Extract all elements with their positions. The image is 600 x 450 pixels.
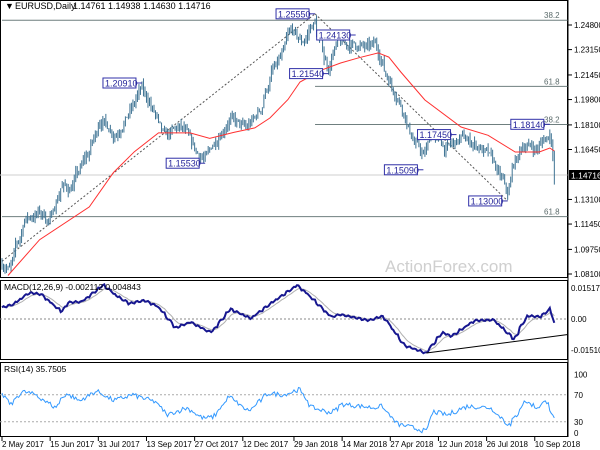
price-panel: ActionForex.com 38.2 61.8 38.2 61.8 1.25550… [0,0,568,278]
time-axis-label: 27 Oct 2017 [195,440,239,449]
rsi-axis-label: 30 [574,418,583,427]
time-axis-label: 14 Mar 2018 [342,440,387,449]
fib-level-label: 61.8 [544,208,560,217]
header-menu-icon[interactable]: ▼ [5,1,14,11]
pivot-label: 1.24130 [319,30,352,40]
price-bars [1,15,555,274]
price-axis-label: 1.18100 [574,121,600,130]
time-axis-label: 15 Jun 2017 [50,440,95,449]
rsi-line [1,386,555,434]
price-axis-label: 1.13100 [574,195,600,204]
macd-title: MACD(12,26,9) -0.002112 0.004843 [4,282,141,292]
pivot-label: 1.21540 [292,69,325,79]
macd-axis-label: 0.00 [571,315,587,324]
watermark: ActionForex.com [385,257,513,276]
macd-axis-label: -0.015109 [571,346,600,355]
pivot-label: 1.13000 [471,196,504,206]
pivot-label-box [165,157,200,169]
rsi-axis-label: 0 [574,429,579,438]
rsi-axis-label: 70 [574,391,583,400]
pivot-label: 1.15090 [386,165,419,175]
fib-level-label: 61.8 [544,77,560,86]
price-axis-label: 1.19800 [574,96,600,105]
macd-trend-line [426,333,569,354]
pivot-labels: 1.25550 1.24130 1.21540 1.20910 1.15530 1.150… [102,8,550,207]
pivot-label: 1.17450 [420,130,453,140]
pivot-label: 1.15530 [168,159,201,169]
price-axis-label: 1.11450 [574,220,600,229]
rsi-axis-label: 100 [574,371,588,380]
time-axis-label: 26 Jul 2018 [487,440,529,449]
pivot-label-box [417,129,452,141]
time-axis-label: 2 May 2017 [2,440,44,449]
time-axis-label: 27 Apr 2018 [390,440,434,449]
pivot-label-box [316,29,351,41]
pivot-label: 1.25550 [278,9,311,19]
price-axis-label: 1.16450 [574,146,600,155]
current-price-tag-bg [569,170,600,180]
pivot-label-box [275,8,310,20]
pivot-label-box [289,68,324,80]
pivot-label: 1.20910 [105,79,138,89]
current-price-value: 1.14716 [571,171,600,181]
fib-level-label: 38.2 [544,115,560,124]
pivot-label-box [102,77,137,89]
price-axis-label: 1.23150 [574,46,600,55]
rsi-title: RSI(14) 35.7505 [4,364,67,374]
fib-level-label: 38.2 [544,11,560,20]
pivot-label-box [468,195,503,207]
macd-panel: MACD(12,26,9) -0.002112 0.004843 [0,280,569,360]
trend-lines [1,13,509,262]
price-axis-label: 1.24800 [574,21,600,30]
pivot-label-box [383,164,418,176]
time-axis-label: 31 Jul 2017 [98,440,140,449]
chart-symbol: EURUSD,Daily [15,1,76,11]
macd-axis-label: 0.015176 [571,284,600,293]
macd-signal-line [1,287,555,352]
macd-line [1,283,556,355]
time-axis-label: 13 Sep 2017 [146,440,192,449]
price-axis-label: 1.09750 [574,245,600,254]
time-axis-label: 29 Jan 2018 [294,440,339,449]
fibonacci-levels: 38.2 61.8 38.2 61.8 [2,11,568,218]
current-price-tag: 1.14716 [569,170,600,181]
price-axis-label: 1.21450 [574,71,600,80]
pivot-label: 1.18140 [513,120,546,130]
time-axis-label: 12 Jun 2018 [438,440,483,449]
dashed-trend-line [314,13,509,202]
time-axis-label: 10 Sep 2018 [535,440,581,449]
pivot-label-box [510,118,545,130]
chart-ohlc: 1.14761 1.14938 1.14630 1.14716 [73,1,211,11]
time-axis-label: 12 Dec 2017 [243,440,289,449]
dashed-trend-line [1,13,316,262]
